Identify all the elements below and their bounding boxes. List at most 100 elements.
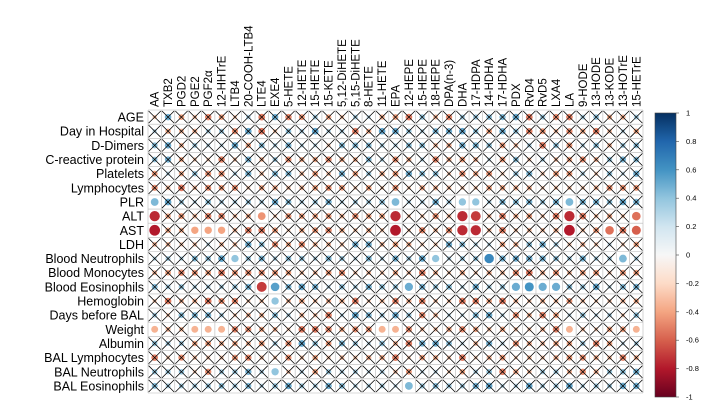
insignificance-cross: [509, 308, 523, 322]
insignificance-cross: [215, 110, 228, 124]
insignificance-cross: [616, 209, 630, 223]
insignificance-cross: [268, 110, 282, 124]
insignificance-cross: [201, 124, 215, 138]
insignificance-cross: [589, 379, 603, 393]
insignificance-cross: [482, 308, 496, 322]
insignificance-cross: [148, 167, 162, 181]
insignificance-cross: [589, 153, 603, 166]
insignificance-cross: [415, 322, 429, 336]
colorbar: 1 0.8 0.6 0.4 0.2 0 -0.2 -0.4 -0.6 -0.8 -1: [654, 109, 699, 400]
insignificance-cross: [482, 167, 496, 181]
insignificance-cross: [603, 238, 616, 251]
insignificance-cross: [282, 379, 295, 393]
insignificance-cross: [469, 266, 483, 280]
insignificance-cross: [496, 322, 509, 336]
insignificance-cross: [522, 294, 536, 308]
insignificance-cross: [629, 365, 643, 379]
insignificance-cross: [415, 266, 429, 280]
insignificance-cross: [241, 266, 255, 280]
insignificance-cross: [282, 266, 295, 280]
insignificance-cross: [389, 351, 402, 364]
insignificance-cross: [415, 238, 429, 251]
insignificance-cross: [522, 139, 536, 152]
insignificance-cross: [308, 379, 322, 393]
insignificance-cross: [175, 223, 188, 237]
insignificance-cross: [429, 365, 442, 379]
insignificance-cross: [456, 308, 469, 322]
insignificance-cross: [402, 209, 416, 223]
insignificance-cross: [268, 252, 282, 265]
significant-circle: [271, 297, 279, 305]
insignificance-cross: [442, 223, 456, 237]
insignificance-cross: [295, 280, 309, 294]
insignificance-cross: [255, 322, 269, 336]
insignificance-cross: [349, 294, 362, 308]
insignificance-cross: [629, 308, 643, 322]
insignificance-cross: [268, 153, 282, 166]
insignificance-cross: [349, 139, 362, 152]
insignificance-cross: [402, 110, 416, 124]
insignificance-cross: [576, 280, 590, 294]
insignificance-cross: [255, 379, 269, 393]
column-label: 17-HDPA: [471, 59, 483, 107]
row-label: PLR: [120, 195, 144, 209]
insignificance-cross: [589, 209, 603, 223]
column-label: 12-HEPE: [404, 59, 416, 107]
insignificance-cross: [442, 365, 456, 379]
insignificance-cross: [175, 308, 188, 322]
insignificance-cross: [536, 322, 550, 336]
insignificance-cross: [215, 209, 228, 223]
insignificance-cross: [442, 139, 456, 152]
insignificance-cross: [148, 238, 162, 251]
insignificance-cross: [429, 110, 442, 124]
insignificance-cross: [509, 294, 523, 308]
insignificance-cross: [603, 139, 616, 152]
column-label: 15-KETE: [324, 60, 336, 107]
significant-circle: [150, 198, 159, 206]
insignificance-cross: [148, 294, 162, 308]
insignificance-cross: [469, 139, 483, 152]
insignificance-cross: [241, 294, 255, 308]
insignificance-cross: [295, 351, 309, 364]
insignificance-cross: [616, 223, 630, 237]
insignificance-cross: [188, 139, 202, 152]
insignificance-cross: [469, 379, 483, 393]
insignificance-cross: [589, 181, 603, 195]
significant-circle: [551, 282, 561, 291]
insignificance-cross: [295, 365, 309, 379]
insignificance-cross: [161, 195, 175, 209]
insignificance-cross: [282, 110, 295, 124]
insignificance-cross: [522, 124, 536, 138]
insignificance-cross: [536, 294, 550, 308]
insignificance-cross: [616, 266, 630, 280]
insignificance-cross: [349, 181, 362, 195]
insignificance-cross: [536, 139, 550, 152]
insignificance-cross: [268, 139, 282, 152]
insignificance-cross: [228, 181, 242, 195]
column-label: 12-HETE: [297, 59, 309, 107]
insignificance-cross: [322, 337, 335, 350]
insignificance-cross: [188, 195, 202, 209]
insignificance-cross: [415, 209, 429, 223]
insignificance-cross: [603, 266, 616, 280]
insignificance-cross: [509, 153, 523, 166]
insignificance-cross: [603, 195, 616, 209]
insignificance-cross: [349, 124, 362, 138]
insignificance-cross: [201, 351, 215, 364]
insignificance-cross: [576, 209, 590, 223]
insignificance-cross: [188, 337, 202, 350]
insignificance-cross: [148, 153, 162, 166]
insignificance-cross: [335, 351, 349, 364]
column-label: PGE2: [190, 76, 202, 107]
insignificance-cross: [522, 308, 536, 322]
insignificance-cross: [442, 167, 456, 181]
insignificance-cross: [201, 280, 215, 294]
insignificance-cross: [456, 294, 469, 308]
insignificance-cross: [482, 110, 496, 124]
insignificance-cross: [603, 110, 616, 124]
insignificance-cross: [375, 195, 389, 209]
insignificance-cross: [282, 124, 295, 138]
insignificance-cross: [589, 280, 603, 294]
insignificance-cross: [589, 124, 603, 138]
insignificance-cross: [375, 124, 389, 138]
